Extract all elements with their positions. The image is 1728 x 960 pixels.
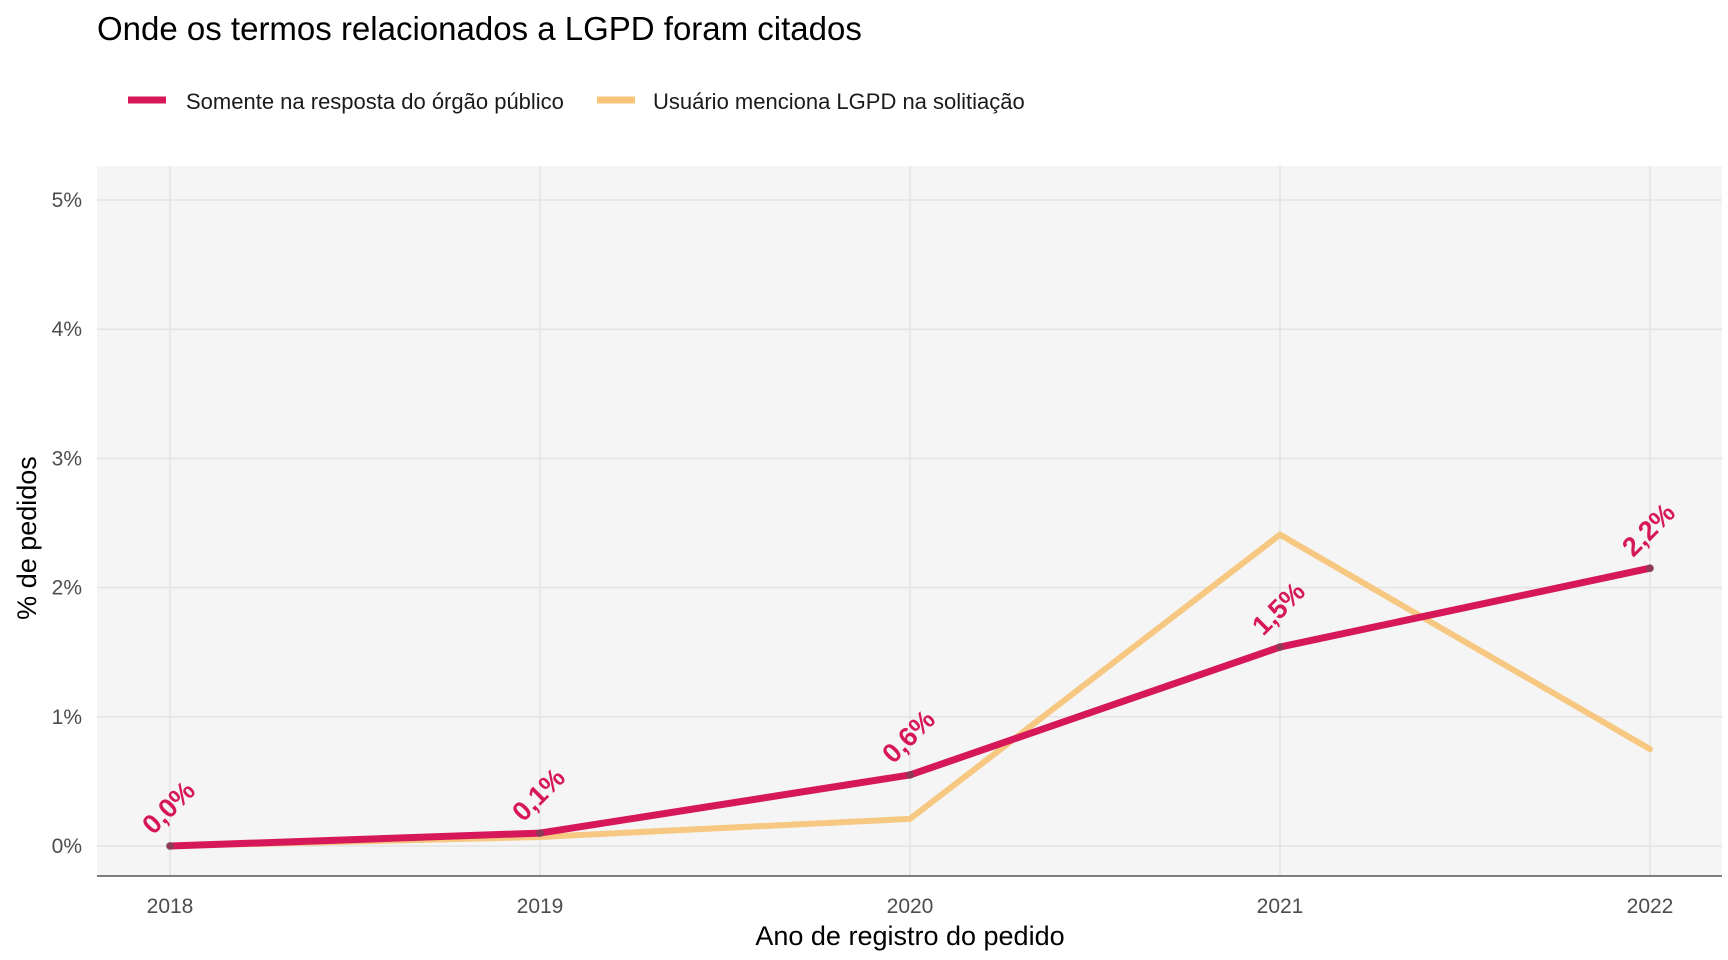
series-point (1646, 564, 1654, 573)
y-tick-label: 3% (52, 447, 82, 470)
series-point (166, 842, 174, 850)
x-tick-label: 2019 (517, 895, 564, 918)
y-tick-label: 4% (52, 318, 82, 341)
x-tick-label: 2022 (1627, 895, 1674, 918)
series-point (1276, 643, 1284, 652)
legend-label-response: Somente na resposta do órgão público (186, 89, 564, 114)
x-axis-ticks: 2018 2019 2020 2021 2022 (147, 895, 1674, 918)
y-axis-title: % de pedidos (12, 456, 42, 620)
x-axis-title: Ano de registro do pedido (755, 921, 1064, 951)
x-tick-label: 2020 (887, 895, 934, 918)
series-point (906, 770, 914, 779)
legend-item-response: Somente na resposta do órgão público (128, 89, 564, 114)
y-tick-label: 0% (52, 835, 82, 858)
series-point (536, 829, 544, 838)
y-tick-label: 1% (52, 706, 82, 729)
chart-title: Onde os termos relacionados a LGPD foram… (97, 10, 862, 47)
legend-item-user: Usuário menciona LGPD na solitiação (597, 89, 1025, 114)
y-axis-ticks: 0% 1% 2% 3% 4% 5% (52, 189, 82, 858)
y-tick-label: 2% (52, 577, 82, 600)
y-tick-label: 5% (52, 189, 82, 212)
grid-lines (97, 166, 1722, 876)
x-tick-label: 2021 (1257, 895, 1304, 918)
x-tick-label: 2018 (147, 895, 194, 918)
legend-label-user: Usuário menciona LGPD na solitiação (653, 89, 1025, 114)
series-points (166, 564, 1654, 850)
legend: Somente na resposta do órgão público Usu… (128, 89, 1025, 114)
